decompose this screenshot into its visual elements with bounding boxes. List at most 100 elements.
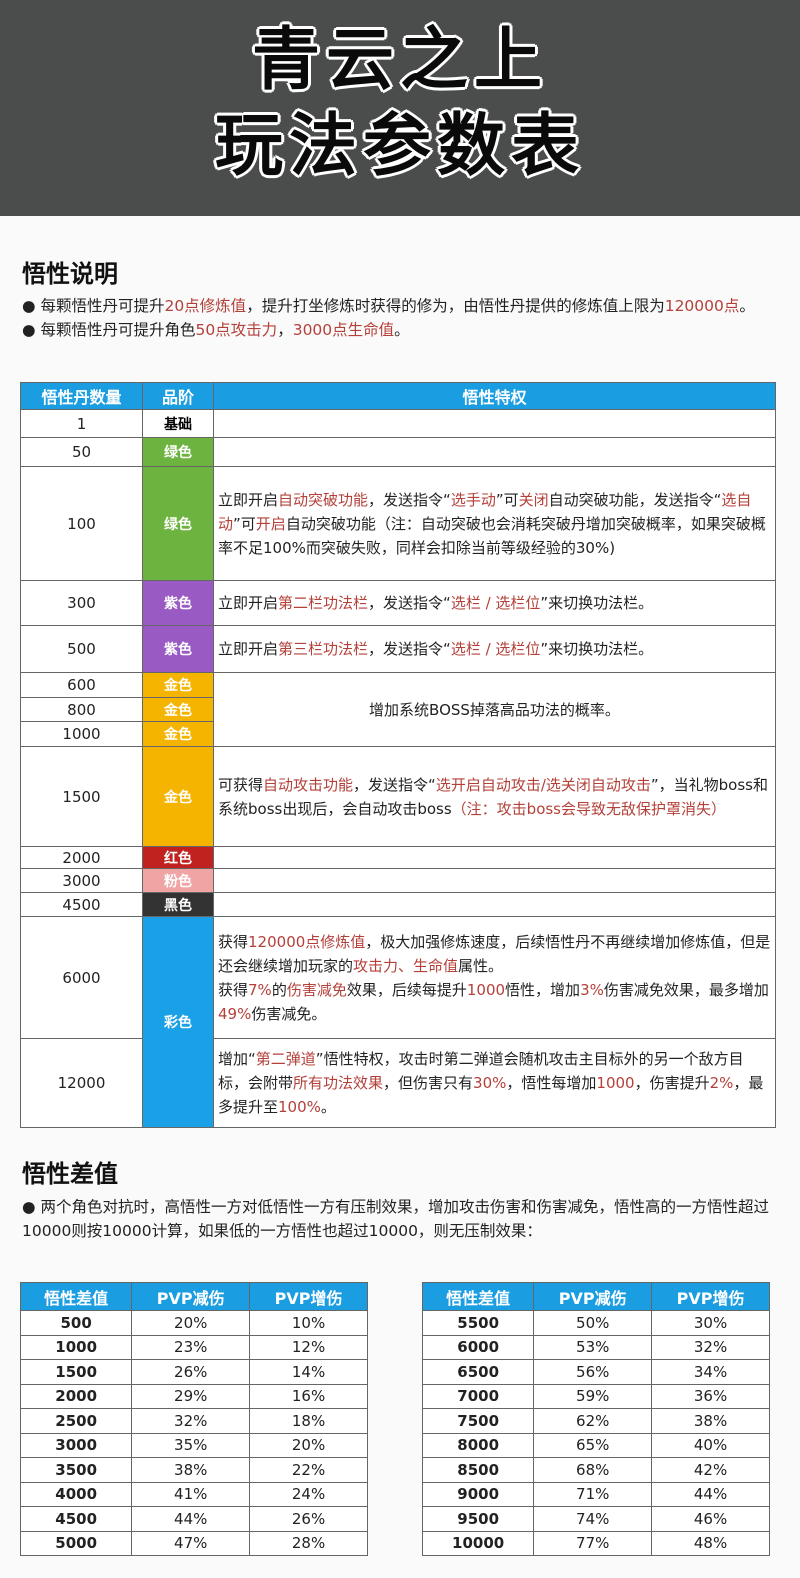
- text-segment: 获得: [218, 932, 249, 951]
- diff-value: 6500: [421, 1359, 535, 1385]
- pvp-damage-bonus: 10%: [249, 1310, 368, 1336]
- highlight-text: 50点攻击力: [195, 321, 278, 339]
- text-segment: ，但伤害只有: [383, 1074, 474, 1092]
- pvp-damage-bonus: 18%: [249, 1408, 368, 1434]
- highlight-text: 第三栏功法栏: [278, 640, 369, 658]
- text-segment: ，伤害提升: [634, 1074, 710, 1092]
- highlight-text: 选自动: [218, 490, 752, 533]
- quantity-cell: 500: [20, 625, 143, 673]
- highlight-text: 伤害减免: [286, 980, 347, 999]
- highlight-text: 选栏 / 选栏位: [450, 640, 541, 658]
- table-row: 9000 71% 44%: [421, 1481, 770, 1507]
- table-row: 6000 53% 32%: [421, 1334, 770, 1360]
- privilege-description: [213, 868, 776, 893]
- grade-badge: 金色: [142, 746, 214, 847]
- quantity-cell: 1000: [20, 721, 143, 747]
- table-row: 1500 26% 14%: [19, 1359, 368, 1385]
- text-segment: ”悟性特权，攻击时第二弹道会随机攻击主目标外的另一个敌方目标，会附带: [218, 1050, 744, 1092]
- text-segment: 。: [739, 297, 755, 315]
- text-segment: 属性。: [458, 956, 504, 975]
- pvp-damage-bonus: 14%: [249, 1359, 368, 1385]
- text-segment: 。: [320, 1098, 336, 1116]
- grade-badge: 基础: [142, 409, 214, 438]
- pvp-damage-reduction: 41%: [131, 1481, 251, 1507]
- highlight-text: 3000点生命值: [292, 321, 395, 339]
- pvp-damage-reduction: 53%: [533, 1334, 653, 1360]
- pvp-damage-bonus: 46%: [651, 1506, 770, 1532]
- quantity-cell: 800: [20, 697, 143, 722]
- text-segment: 立即开启: [218, 594, 279, 612]
- bullet-item: ● 每颗悟性丹可提升角色50点攻击力，3000点生命值。: [22, 318, 782, 342]
- text-segment: ”来切换功法栏。: [540, 594, 654, 612]
- highlight-text: 选手动: [450, 490, 496, 509]
- diff-value: 5000: [19, 1530, 133, 1556]
- diff-value: 10000: [421, 1530, 535, 1556]
- pvp-damage-reduction: 23%: [131, 1334, 251, 1360]
- pvp-damage-reduction: 74%: [533, 1506, 653, 1532]
- table-row: 4500 黑色: [20, 892, 776, 917]
- grade-badge: 绿色: [142, 437, 214, 467]
- pvp-damage-bonus: 42%: [651, 1457, 770, 1483]
- pvp-damage-bonus: 12%: [249, 1334, 368, 1360]
- grade-badge: 紫色: [142, 580, 214, 626]
- quantity-cell: 4500: [20, 892, 143, 917]
- column-header: 悟性差值: [421, 1282, 535, 1311]
- highlight-text: 选开启自动攻击/选关闭自动攻击: [435, 775, 651, 794]
- title-banner: 青云之上 玩法参数表: [0, 0, 800, 216]
- pvp-damage-reduction: 59%: [533, 1383, 653, 1409]
- table-row: 3000 35% 20%: [19, 1432, 368, 1458]
- privilege-description: 立即开启第三栏功法栏，发送指令“选栏 / 选栏位”来切换功法栏。: [213, 625, 776, 673]
- pvp-damage-bonus: 24%: [249, 1481, 368, 1507]
- text-segment: 自动突破功能（注：自动突破也会消耗突破丹增加突破概率，如果突破概率不足100%而…: [218, 514, 766, 557]
- grade-badge: 粉色: [142, 868, 214, 893]
- highlight-text: 100%: [278, 1098, 321, 1116]
- privilege-description: [213, 437, 776, 467]
- privilege-description: 立即开启第二栏功法栏，发送指令“选栏 / 选栏位”来切换功法栏。: [213, 580, 776, 626]
- pvp-damage-reduction: 32%: [131, 1408, 251, 1434]
- table-row: 8500 68% 42%: [421, 1457, 770, 1483]
- text-segment: 立即开启: [218, 640, 279, 658]
- highlight-text: 所有功法效果: [293, 1074, 384, 1092]
- highlight-text: 30%: [473, 1074, 507, 1092]
- table-row: 10000 77% 48%: [421, 1530, 770, 1556]
- text-segment: 伤害减免。: [251, 1004, 327, 1023]
- text-segment: 。: [394, 321, 410, 339]
- table-row: 100 绿色 立即开启自动突破功能，发送指令“选手动”可关闭自动突破功能，发送指令“…: [20, 466, 776, 581]
- column-header: PVP减伤: [533, 1282, 653, 1311]
- pvp-damage-reduction: 65%: [533, 1432, 653, 1458]
- highlight-text: （注：攻击boss会导致无敌保护罩消失）: [451, 799, 727, 818]
- highlight-text: 2%: [709, 1074, 734, 1092]
- highlight-text: 自动突破功能: [278, 490, 369, 509]
- privilege-description: [213, 892, 776, 917]
- grade-badge: 金色: [142, 672, 214, 698]
- table-row: 600 金色 增加系统BOSS掉落高品功法的概率。: [20, 672, 776, 747]
- highlight-text: 关闭: [518, 490, 549, 509]
- text-segment: ，最多提升至: [218, 1074, 764, 1116]
- table-row: 50 绿色: [20, 437, 776, 467]
- table-row: 8000 65% 40%: [421, 1432, 770, 1458]
- highlight-text: 3%: [580, 980, 604, 999]
- table-row: 6000 彩色 获得120000点修炼值，极大加强修炼速度，后续悟性丹不再继续增加修…: [20, 916, 776, 1128]
- text-segment: ”，当礼物boss和系统boss出现后，会自动攻击boss: [218, 775, 768, 818]
- text-segment: 伤害减免效果，最多增加: [603, 980, 769, 999]
- diff-value: 1500: [19, 1359, 133, 1385]
- pvp-damage-reduction: 29%: [131, 1383, 251, 1409]
- highlight-text: 49%: [218, 1004, 252, 1023]
- title-line-1: 青云之上: [251, 21, 548, 100]
- pvp-damage-bonus: 36%: [651, 1383, 770, 1409]
- quantity-cell: 1: [20, 409, 143, 438]
- table-row: 4500 44% 26%: [19, 1506, 368, 1532]
- privilege-description: 获得120000点修炼值，极大加强修炼速度，后续悟性丹不再继续增加修炼值，但是还…: [213, 916, 776, 1039]
- grade-badge: 金色: [142, 697, 214, 722]
- title-line-2: 玩法参数表: [214, 107, 585, 186]
- text-segment: 的: [271, 980, 287, 999]
- pvp-damage-reduction: 38%: [131, 1457, 251, 1483]
- pvp-damage-bonus: 38%: [651, 1408, 770, 1434]
- pvp-damage-reduction: 44%: [131, 1506, 251, 1532]
- column-header: PVP增伤: [249, 1282, 368, 1311]
- table-row: 3000 粉色: [20, 868, 776, 893]
- diff-value: 1000: [19, 1334, 133, 1360]
- text-segment: 立即开启: [218, 490, 279, 509]
- diff-value: 2000: [19, 1383, 133, 1409]
- highlight-text: 120000点: [664, 297, 740, 315]
